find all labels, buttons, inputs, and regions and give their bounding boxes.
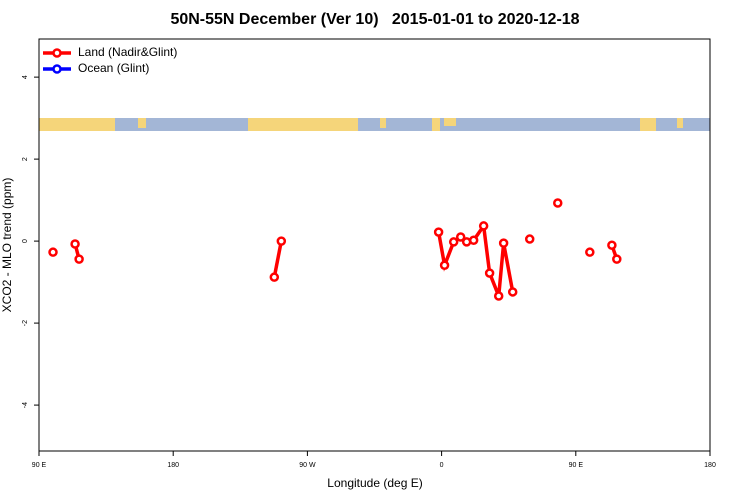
data-point: [607, 240, 617, 250]
plot-frame: [38, 38, 711, 452]
data-point: [455, 232, 466, 242]
x-tick-label: 90 W: [299, 462, 316, 469]
land-band: [248, 118, 358, 131]
x-tick-label: 180: [167, 462, 179, 469]
data-point: [553, 198, 563, 208]
data-point: [484, 268, 495, 278]
data-point: [468, 235, 479, 246]
x-tick-label: 90 E: [569, 462, 584, 469]
land-band: [432, 118, 440, 131]
y-tick-label: -2: [22, 320, 29, 326]
x-tick-label: 0: [440, 462, 444, 469]
data-point: [439, 260, 450, 271]
legend: Land (Nadir&Glint) Ocean (Glint): [43, 45, 177, 75]
series: [48, 198, 622, 301]
ocean-band: [39, 118, 710, 131]
data-point: [585, 247, 595, 257]
data-point: [498, 238, 509, 248]
land-band: [138, 118, 146, 128]
x-tick-label: 180: [704, 462, 716, 469]
map-strip: [39, 118, 710, 131]
x-axis-label: Longitude (deg E): [327, 476, 422, 490]
land-band: [677, 118, 683, 128]
land-band: [640, 118, 656, 131]
data-point: [74, 254, 84, 264]
land-band: [39, 118, 115, 131]
data-point: [433, 227, 444, 237]
y-tick-label: 2: [22, 157, 29, 161]
y-tick-label: -4: [22, 402, 29, 408]
data-point: [48, 247, 58, 257]
legend-marker: [52, 64, 62, 74]
x-tick-label: 90 E: [32, 462, 47, 469]
data-point: [507, 287, 518, 297]
y-axis-label: XCO2 - MLO trend (ppm): [0, 178, 14, 313]
data-point: [70, 239, 80, 249]
chart-title: 50N-55N December (Ver 10) 2015-01-01 to …: [170, 11, 579, 28]
data-point: [448, 237, 459, 247]
data-point: [478, 221, 489, 231]
data-point: [493, 291, 504, 301]
series-line: [272, 240, 284, 278]
legend-label: Ocean (Glint): [78, 61, 149, 75]
data-point: [612, 254, 622, 264]
y-tick-label: 0: [22, 239, 29, 243]
y-tick-label: 4: [22, 75, 29, 79]
data-point: [524, 234, 535, 244]
legend-marker: [52, 48, 62, 58]
land-band: [380, 118, 386, 128]
data-point: [276, 236, 287, 246]
land-band: [444, 118, 456, 126]
data-point: [269, 272, 280, 282]
legend-label: Land (Nadir&Glint): [78, 45, 177, 59]
